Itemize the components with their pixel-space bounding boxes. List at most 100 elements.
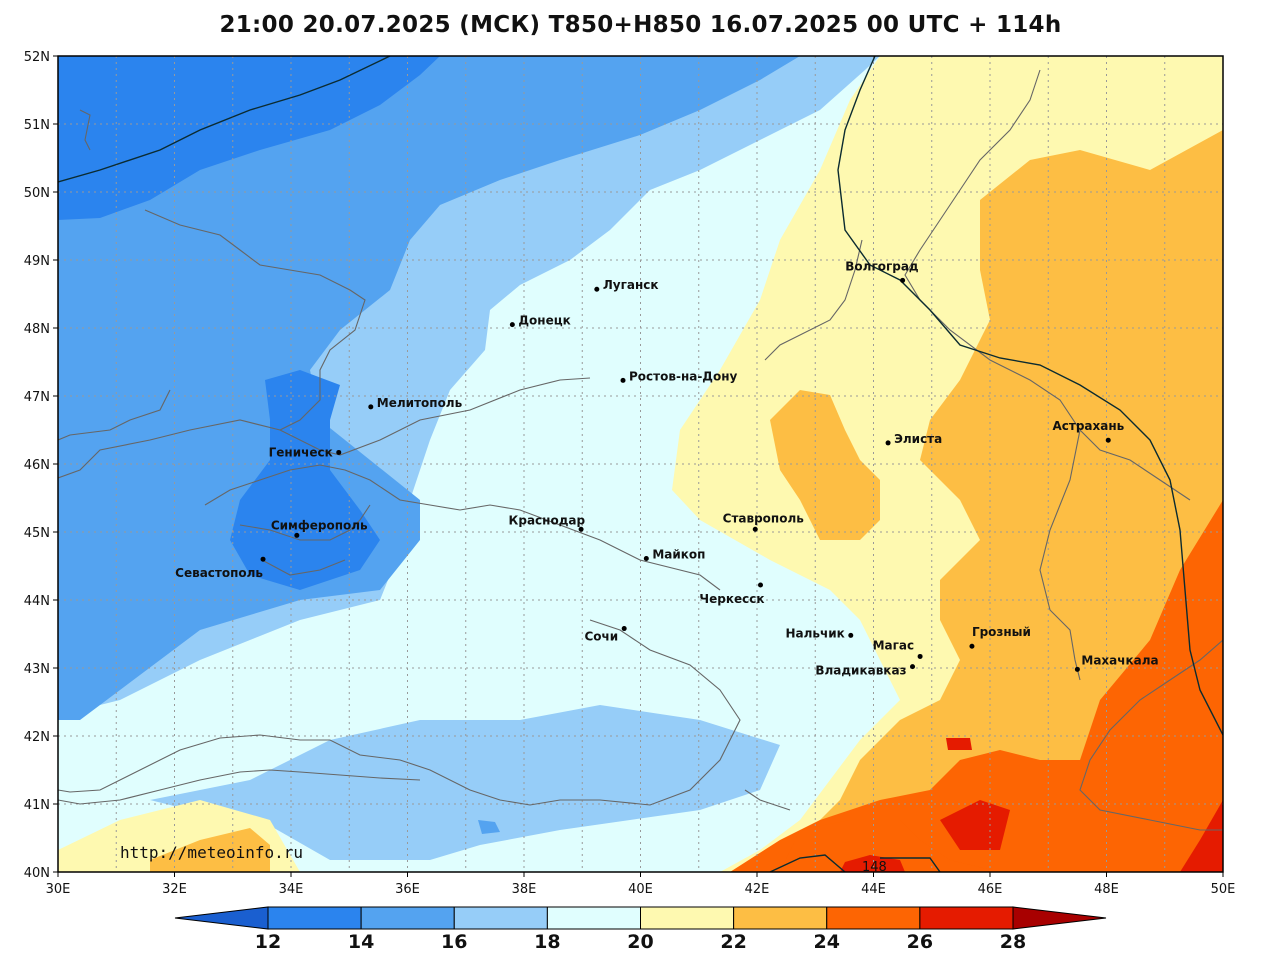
longitude-axis: 30E 32E 34E 36E 38E 40E 42E 44E 46E 48E 50E [46, 872, 1236, 897]
city-dot [752, 526, 758, 532]
temp-zone-22-24 [760, 130, 1223, 872]
city-label: Элиста [894, 432, 942, 446]
city-label: Луганск [603, 278, 659, 292]
city-dot [757, 582, 763, 588]
city-dot [336, 449, 342, 455]
lat-tick-label: 47N [24, 390, 50, 405]
lat-tick-label: 48N [24, 322, 50, 337]
city-markers: Луганск Донецк Волгоград Ростов-на-Дону Мели… [175, 259, 1158, 677]
lon-tick-label: 30E [46, 882, 71, 897]
city-label: Махачкала [1081, 653, 1158, 667]
lon-tick-label: 38E [512, 882, 537, 897]
legend-swatch [733, 906, 828, 930]
latitude-axis: 52N 51N 50N 49N 48N 47N 46N 45N 44N 43N 42N 41N 40N [24, 50, 58, 881]
lat-tick-label: 44N [24, 594, 50, 609]
legend-swatch [546, 906, 641, 930]
temp-zone-12-14-crimea [230, 370, 380, 590]
lat-tick-label: 43N [24, 662, 50, 677]
lon-tick-label: 32E [162, 882, 187, 897]
legend-label: 16 [441, 931, 467, 953]
legend-swatch [826, 906, 921, 930]
temp-zone-22-24-stavropol [770, 390, 880, 540]
grid-lines [58, 56, 1223, 872]
city-dot [917, 653, 923, 659]
city-dot [509, 322, 515, 328]
city-label: Владикавказ [815, 664, 906, 678]
lat-tick-label: 46N [24, 458, 50, 473]
city-dot [848, 632, 854, 638]
city-label: Донецк [518, 314, 570, 328]
city-label: Майкоп [652, 548, 705, 562]
city-dot [368, 404, 374, 410]
city-label: Геническ [269, 445, 333, 459]
lat-tick-label: 49N [24, 254, 50, 269]
city-dot [594, 286, 600, 292]
legend-label: 14 [348, 931, 374, 953]
legend-label: 22 [720, 931, 746, 953]
legend-swatch [360, 906, 455, 930]
legend-label: 26 [907, 931, 933, 953]
city-label: Мелитополь [377, 396, 463, 410]
legend-label: 18 [534, 931, 560, 953]
forecast-map: 148 30E 32E 34E 36E 38E 40E 42E 44E 46E 48E 50E 52… [24, 50, 1236, 897]
city-label: Ростов-на-Дону [629, 369, 738, 383]
temp-zone-12-14 [58, 56, 440, 220]
city-dot [900, 277, 906, 283]
city-label: Волгоград [845, 259, 919, 273]
city-label: Нальчик [785, 626, 844, 640]
geopotential-contours [58, 56, 1223, 872]
lon-tick-label: 36E [395, 882, 420, 897]
lat-tick-label: 50N [24, 186, 50, 201]
lon-tick-label: 34E [279, 882, 304, 897]
lat-tick-label: 52N [24, 50, 50, 65]
temp-zone-26-28-patch2 [940, 800, 1010, 850]
legend-label: 24 [814, 931, 840, 953]
lat-tick-label: 51N [24, 118, 50, 133]
legend-swatch [640, 906, 735, 930]
temp-zone-24-26-south [780, 820, 1000, 872]
lon-tick-label: 50E [1211, 882, 1236, 897]
legend-label: 20 [627, 931, 653, 953]
legend-swatch [267, 906, 362, 930]
lat-tick-label: 42N [24, 730, 50, 745]
city-dot [621, 626, 627, 632]
city-dot [643, 556, 649, 562]
city-dot [620, 377, 626, 383]
temp-zone-22-24-sw [150, 828, 270, 872]
lon-tick-label: 40E [628, 882, 653, 897]
legend-label: 12 [255, 931, 281, 953]
city-label: Севастополь [175, 566, 263, 580]
coastlines [58, 69, 1223, 831]
map-title: 21:00 20.07.2025 (МСК) T850+H850 16.07.2… [219, 12, 1062, 38]
temp-zone-16-18-south [150, 705, 780, 860]
city-label: Грозный [972, 625, 1031, 639]
city-dot [294, 532, 300, 538]
city-label: Астрахань [1052, 419, 1124, 433]
city-dot [1074, 666, 1080, 672]
lon-tick-label: 48E [1094, 882, 1119, 897]
city-dot [1105, 437, 1111, 443]
temp-zone-16-18-islet [478, 820, 500, 834]
lon-tick-label: 46E [978, 882, 1003, 897]
city-label: Черкесск [699, 592, 764, 606]
legend-swatch [453, 906, 548, 930]
legend-swatch [919, 906, 1014, 930]
temp-zone-26-28-patch3 [840, 855, 905, 872]
lat-tick-label: 45N [24, 526, 50, 541]
temp-zone-26-28 [1180, 800, 1223, 872]
legend-label: 28 [1000, 931, 1026, 953]
city-dot [885, 440, 891, 446]
city-dot [969, 643, 975, 649]
watermark-url: http://meteoinfo.ru [120, 843, 303, 862]
city-label: Сочи [584, 630, 618, 644]
city-label: Ставрополь [723, 511, 805, 525]
city-dot [578, 526, 584, 532]
city-dot [260, 556, 266, 562]
legend-arrow-high [1012, 906, 1107, 930]
city-label: Краснодар [509, 513, 586, 527]
city-label: Магас [873, 638, 915, 652]
temp-zone-24-26 [730, 500, 1223, 872]
city-dot [910, 664, 916, 670]
city-label: Симферополь [271, 518, 368, 532]
lon-tick-label: 44E [861, 882, 886, 897]
